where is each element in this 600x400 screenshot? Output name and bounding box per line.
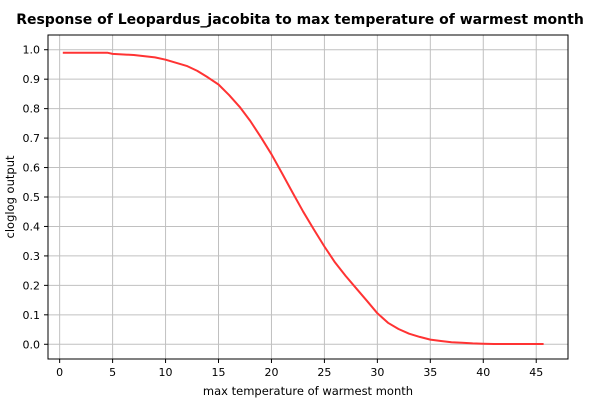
y-tick-label: 0.6	[23, 162, 41, 175]
x-tick-label: 20	[264, 366, 278, 379]
x-tick-label: 10	[159, 366, 173, 379]
x-tick-label: 45	[529, 366, 543, 379]
chart-title: Response of Leopardus_jacobita to max te…	[16, 12, 584, 28]
y-tick-label: 0.3	[23, 250, 41, 263]
response-curve-line	[62, 51, 544, 345]
x-axis-label: max temperature of warmest month	[203, 384, 413, 398]
y-tick-label: 0.7	[23, 132, 41, 145]
y-axis-label: cloglog output	[3, 155, 17, 238]
grid	[48, 35, 568, 359]
x-tick-label: 25	[317, 366, 331, 379]
y-tick-label: 0.9	[23, 73, 41, 86]
x-tick-label: 35	[423, 366, 437, 379]
y-tick-label: 0.2	[23, 279, 41, 292]
x-tick-label: 30	[370, 366, 384, 379]
y-tick-label: 0.5	[23, 191, 41, 204]
x-tick-label: 40	[476, 366, 490, 379]
x-tick-label: 5	[109, 366, 116, 379]
y-tick-label: 1.0	[23, 44, 41, 57]
x-tick-label: 15	[212, 366, 226, 379]
series-layer	[62, 51, 544, 345]
y-tick-label: 0.8	[23, 103, 41, 116]
y-tick-label: 0.0	[23, 338, 41, 351]
axes: 0 5 10 15 20 25 30 35 40 45 0.0 0.1 0.2 0.3 0.4 0.5 0.6 0…	[23, 44, 544, 379]
x-tick-label: 0	[56, 366, 63, 379]
y-tick-label: 0.1	[23, 309, 41, 322]
y-tick-label: 0.4	[23, 220, 41, 233]
